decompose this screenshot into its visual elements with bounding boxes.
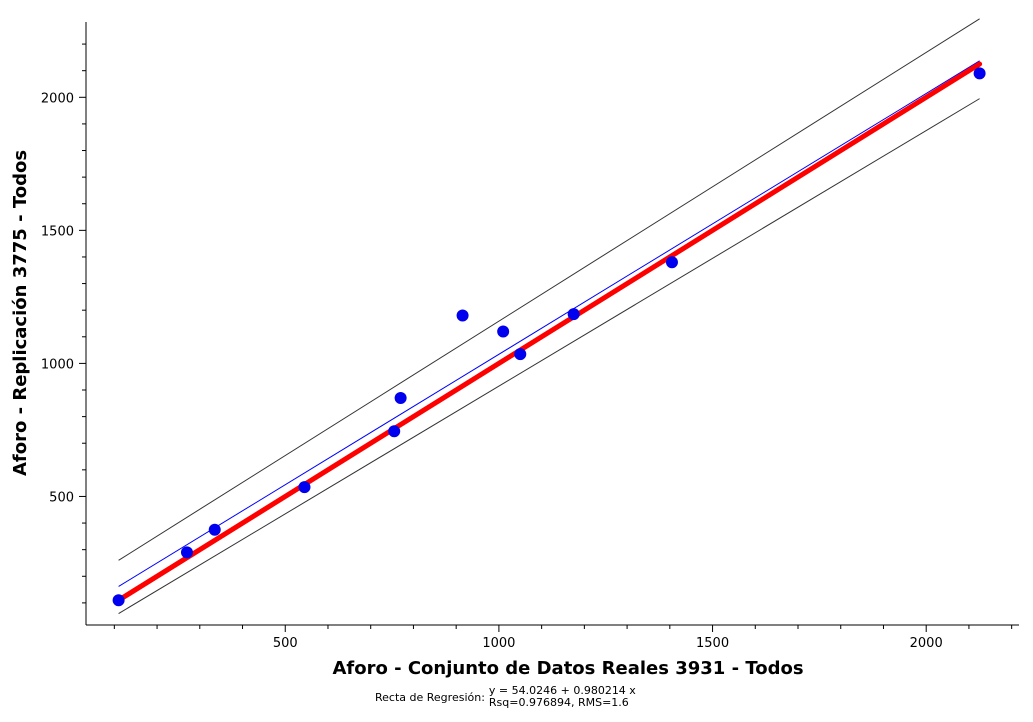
data-point [456,309,469,322]
regression-stats: Rsq=0.976894, RMS=1.6 [488,696,629,709]
regression-caption: Recta de Regresión: y = 54.0246 + 0.9802… [375,685,636,709]
x-tick-label: 1500 [696,636,729,651]
x-tick-label: 500 [273,636,298,651]
data-point [973,67,986,80]
regression-label: Recta de Regresión: [375,690,485,704]
confidence-bound-upper [118,18,980,561]
data-point [298,481,311,494]
x-axis-title: Aforo - Conjunto de Datos Reales 3931 - … [332,658,803,679]
x-tick-label: 1000 [482,636,515,651]
axes: 500 1000 1500 2000 500 1000 1500 2000 [41,22,1019,651]
data-point [567,308,580,321]
regression-line [118,60,980,587]
regression-equation-block: y = 54.0246 + 0.980214 x Rsq=0.976894, R… [489,685,636,709]
data-point [665,256,678,269]
fit-lines [116,60,983,603]
data-point [388,425,401,438]
confidence-bound-lower [118,98,980,614]
y-tick-label: 500 [49,490,74,505]
regression-equation: y = 54.0246 + 0.980214 x [488,684,636,697]
data-point [180,546,193,559]
data-point [208,523,221,536]
x-tick-label: 2000 [910,636,943,651]
confidence-bounds [118,18,980,614]
data-point [497,325,510,338]
data-point [514,348,527,361]
data-points [112,67,986,607]
y-tick-label: 1500 [41,224,74,239]
data-point [112,594,125,607]
identity-line [116,61,983,603]
y-tick-label: 2000 [41,91,74,106]
axis-titles: Aforo - Conjunto de Datos Reales 3931 - … [10,150,804,679]
data-point [394,391,407,404]
y-axis-title: Aforo - Replicación 3775 - Todos [10,150,31,476]
y-tick-label: 1000 [41,357,74,372]
